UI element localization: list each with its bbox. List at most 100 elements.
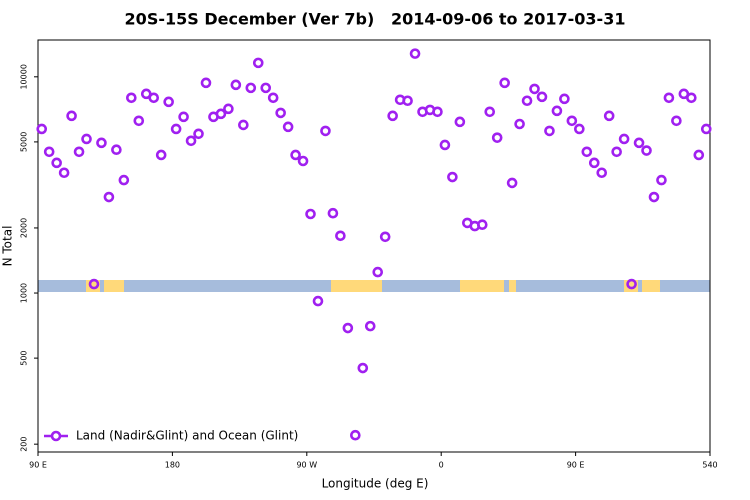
plot-frame [37,39,711,453]
data-point [96,137,107,149]
x-tick-label: 90 W [296,461,317,470]
data-point [200,77,212,89]
data-point [357,362,369,374]
data-point [267,92,279,104]
data-point [103,191,115,203]
chart-title: 20S-15S December (Ver 7b) 2014-09-06 to … [125,10,626,29]
data-point [447,171,458,183]
data-point [656,174,667,186]
x-tick-label: 180 [165,461,180,470]
data-point [350,429,361,441]
y-tick-label: 500 [20,350,29,365]
data-point [148,92,160,104]
data-point [700,123,712,135]
data-point [118,174,130,186]
y-tick-label: 10000 [20,64,29,89]
data-point [491,132,503,143]
data-point [312,295,324,307]
land-band [642,280,660,292]
data-point [43,146,55,158]
data-point [544,125,555,137]
data-point [252,57,264,69]
data-point [514,118,525,130]
data-point [155,149,167,161]
data-point [185,135,197,147]
data-point [641,145,652,156]
surface-band [38,280,710,292]
data-point [290,149,301,161]
data-point [335,230,346,242]
data-point [566,115,578,127]
data-point [626,278,637,290]
data-point [327,207,339,219]
data-point [260,82,272,94]
land-band [460,280,504,292]
data-point [88,278,100,290]
data-point [178,111,189,123]
data-point [551,105,563,117]
data-point [58,167,70,179]
data-point [364,320,376,332]
data-point [223,103,234,115]
data-point [611,146,622,158]
data-point [66,110,77,122]
x-tick-label: 540 [702,461,717,470]
x-tick-label: 0 [439,461,444,470]
data-point [163,96,174,108]
y-tick-label: 2000 [20,218,29,238]
data-point [693,149,705,161]
data-point [484,106,496,118]
data-point [402,95,413,107]
data-point [648,191,660,203]
data-point [282,121,294,133]
data-point [245,82,257,94]
data-point [432,106,443,118]
data-point [409,48,421,59]
data-point [215,108,227,120]
legend-marker [50,430,62,442]
data-point [230,79,242,91]
data-point [51,157,62,169]
data-point [603,110,615,122]
data-point [663,92,675,104]
data-point [671,115,682,127]
y-tick-label: 5000 [20,132,29,152]
y-tick-label: 1000 [20,283,29,303]
data-point [73,146,85,158]
data-point [238,119,249,131]
data-point [574,123,585,135]
x-axis-label: Longitude (deg E) [322,477,429,491]
data-point [529,83,540,95]
data-point [126,92,137,104]
data-point [379,231,391,243]
data-point [342,322,354,334]
data-point [633,137,645,149]
data-point [559,93,570,105]
land-band [331,280,382,292]
data-point [618,133,630,145]
data-point [506,177,518,189]
land-band [104,280,124,292]
legend-label: Land (Nadir&Glint) and Ocean (Glint) [76,429,298,443]
data-point [454,116,466,128]
data-point [320,125,331,137]
land-band [509,280,516,292]
data-point [439,139,451,151]
data-point [170,123,182,135]
data-point [133,115,145,127]
y-axis-label: N Total [1,226,15,267]
data-point [581,146,593,158]
data-point [596,167,608,179]
data-point [111,144,122,156]
data-point [588,157,600,169]
data-point [275,107,286,119]
data-point [193,128,204,140]
data-point [372,266,384,278]
data-point [499,77,510,89]
data-point [297,155,309,167]
data-point [387,110,398,122]
x-tick-label: 90 E [567,461,585,470]
data-point [305,208,316,220]
